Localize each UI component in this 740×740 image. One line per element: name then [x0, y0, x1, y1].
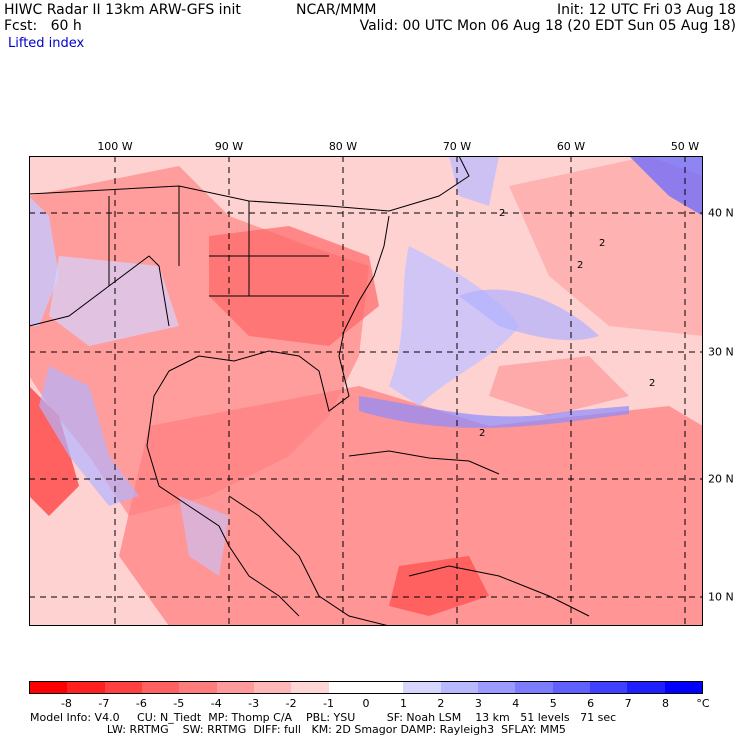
colorbar-swatch [104, 682, 142, 693]
greater-antilles [348, 450, 500, 475]
unstable-region-atlantic-north [509, 156, 703, 336]
unstable-region-atlantic-mid [489, 356, 629, 416]
stable-region-mexico [39, 366, 139, 506]
unstable-region-caribbean [119, 386, 703, 626]
colorbar-swatch [440, 682, 478, 693]
colorbar-swatch [627, 682, 665, 693]
model-info-line2: LW: RRTMG SW: RRTMG DIFF: full KM: 2D Sm… [30, 723, 566, 736]
colorbar-swatch [179, 682, 217, 693]
contour-label: 2 [649, 378, 655, 389]
init-time: Init: 12 UTC Fri 03 Aug 18 [556, 2, 736, 18]
colorbar-unit: °C [696, 697, 710, 710]
lat-label-10n: 10 N [708, 590, 734, 604]
lon-label-70w: 70 W [442, 140, 472, 153]
valid-time: Valid: 00 UTC Mon 06 Aug 18 (20 EDT Sun … [359, 18, 736, 34]
lifted-index-map: 2 2 2 2 2 [29, 156, 703, 626]
colorbar-swatch [515, 682, 553, 693]
lon-label-80w: 80 W [328, 140, 358, 153]
colorbar-swatch [365, 682, 404, 693]
gridlines [29, 156, 703, 626]
colorbar-tick-label: -8 [60, 697, 72, 710]
colorbar-tick-label: 7 [624, 697, 632, 710]
lat-label-30n: 30 N [708, 345, 734, 359]
model-title: HIWC Radar II 13km ARW-GFS init [4, 2, 241, 18]
contour-label: 2 [599, 238, 605, 249]
field-name: Lifted index [8, 36, 85, 51]
colorbar-swatch [477, 682, 516, 693]
colorbar-swatch [67, 682, 105, 693]
org-label: NCAR/MMM [296, 2, 377, 18]
lon-label-100w: 100 W [97, 140, 133, 153]
contour-label: 2 [479, 428, 485, 439]
map-frame [29, 156, 703, 626]
south-america-coast [408, 565, 590, 617]
lon-label-50w: 50 W [670, 140, 700, 153]
model-info-line1: Model Info: V4.0 CU: N_Tiedt MP: Thomp C… [30, 711, 617, 724]
colorbar-swatch [253, 682, 292, 693]
lat-label-40n: 40 N [708, 206, 734, 220]
colorbar-swatch [328, 682, 366, 693]
stable-region-west [29, 196, 59, 326]
colorbar [29, 681, 703, 694]
colorbar-tick-label: 1 [399, 697, 407, 710]
stable-band-atlantic [459, 289, 599, 341]
colorbar-tick-label: -7 [98, 697, 110, 710]
lon-label-90w: 90 W [214, 140, 244, 153]
stable-region-new-england [449, 156, 499, 206]
lon-label-60w: 60 W [556, 140, 586, 153]
colorbar-tick-label: 4 [512, 697, 520, 710]
unstable-region-mexico-coast [29, 386, 79, 516]
stable-region-plains [49, 256, 179, 346]
stable-region-central-america [179, 496, 229, 576]
unstable-region-south-america [389, 556, 489, 616]
lat-label-20n: 20 N [708, 472, 734, 486]
colorbar-swatch [403, 682, 441, 693]
central-america-coast [228, 495, 390, 626]
state-borders [108, 186, 349, 297]
colorbar-tick-label: -5 [173, 697, 185, 710]
colorbar-tick-label: 8 [662, 697, 670, 710]
colorbar-swatch [664, 682, 702, 693]
colorbar-tick-label: -6 [135, 697, 147, 710]
us-canada-border [29, 156, 470, 212]
colorbar-tick-label: 0 [362, 697, 370, 710]
colorbar-tick-label: -4 [210, 697, 222, 710]
colorbar-tick-label: 5 [549, 697, 557, 710]
colorbar-swatch [30, 682, 68, 693]
colorbar-tick-label: 3 [474, 697, 482, 710]
colorbar-swatch [552, 682, 590, 693]
contour-label: 2 [499, 208, 505, 219]
contour-label: 2 [577, 260, 583, 271]
colorbar-swatch [291, 682, 329, 693]
colorbar-tick-label: 2 [437, 697, 445, 710]
colorbar-tick-label: -1 [323, 697, 335, 710]
colorbar-tick-label: -3 [248, 697, 260, 710]
coastlines [29, 156, 590, 626]
us-mexico-border [29, 255, 170, 327]
colorbar-swatch [589, 682, 628, 693]
forecast-hour: Fcst: 60 h [4, 18, 82, 34]
colorbar-swatch [216, 682, 254, 693]
colorbar-tick-label: 6 [587, 697, 595, 710]
gulf-coastline [146, 215, 390, 617]
colorbar-tick-label: -2 [285, 697, 297, 710]
colorbar-swatch [141, 682, 180, 693]
stable-region-atlantic-ridge [389, 246, 519, 406]
stable-band-trades [359, 396, 629, 428]
